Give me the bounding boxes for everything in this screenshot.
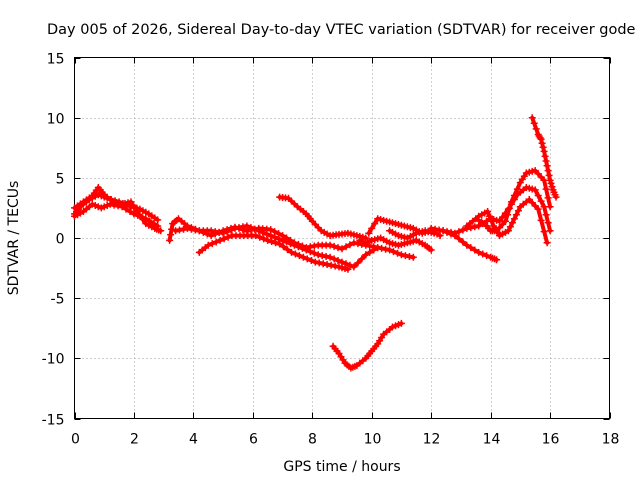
- x-tick-label: 12: [423, 432, 441, 448]
- satellite-track-5: [172, 223, 382, 253]
- x-tick-label: 14: [483, 432, 501, 448]
- series-trace: [173, 225, 380, 251]
- y-tick-label: 5: [56, 172, 65, 188]
- satellite-track-10: [386, 227, 438, 242]
- satellite-track-13: [439, 227, 501, 264]
- plus-markers: [71, 200, 162, 230]
- grid-lines: [74, 57, 610, 419]
- chart-title: Day 005 of 2026, Sidereal Day-to-day VTE…: [47, 22, 636, 38]
- axis-ticks: 0 2 4 6 8 10 12 14 16 18 -15 -10 -5 0 5 10 15: [42, 52, 620, 448]
- y-tick-label: -5: [51, 292, 65, 308]
- x-tick-label: 10: [364, 432, 382, 448]
- x-tick-label: 8: [308, 432, 317, 448]
- plus-markers: [195, 232, 352, 273]
- satellite-track-3: [71, 200, 162, 230]
- y-tick-label: -15: [42, 413, 65, 429]
- y-axis-label: SDTVAR / TECUs: [6, 181, 22, 296]
- x-tick-label: 4: [189, 432, 198, 448]
- series-trace: [464, 168, 553, 233]
- series-trace: [476, 197, 550, 245]
- satellite-track-16: [528, 114, 560, 201]
- x-tick-label: 16: [542, 432, 560, 448]
- plus-markers: [475, 196, 551, 247]
- plus-markers: [356, 234, 435, 254]
- plus-markers: [386, 227, 438, 242]
- y-tick-label: 15: [47, 52, 65, 68]
- y-tick-label: 0: [56, 232, 65, 248]
- satellite-track-7: [276, 193, 370, 242]
- satellite-track-9: [356, 234, 435, 254]
- x-tick-label: 6: [249, 432, 258, 448]
- satellite-track-15: [475, 196, 551, 247]
- plus-markers: [172, 223, 382, 253]
- plus-markers: [528, 114, 560, 201]
- satellite-track-6: [195, 232, 352, 273]
- plus-markers: [276, 193, 370, 242]
- satellite-track-11: [329, 319, 405, 372]
- x-tick-label: 18: [602, 432, 620, 448]
- plus-markers: [329, 319, 405, 372]
- x-axis-label: GPS time / hours: [283, 459, 400, 475]
- plus-markers: [439, 227, 501, 264]
- x-tick-label: 0: [71, 432, 80, 448]
- satellite-track-14: [463, 167, 554, 235]
- data-series: [71, 114, 560, 372]
- y-tick-label: -10: [42, 352, 65, 368]
- y-tick-label: 10: [47, 112, 65, 128]
- x-tick-label: 2: [130, 432, 139, 448]
